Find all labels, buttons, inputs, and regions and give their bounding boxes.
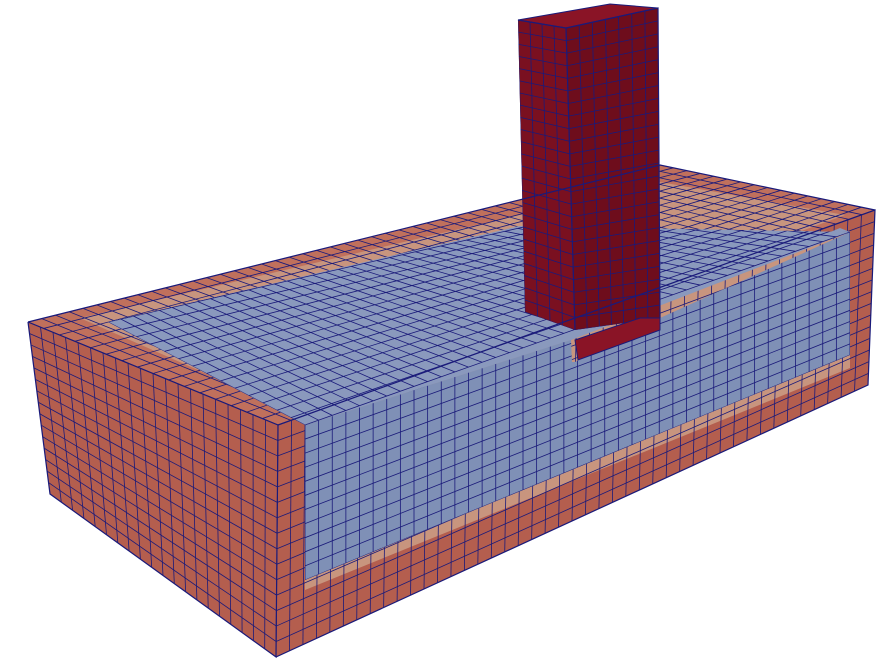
- soil-interior-front: [305, 232, 850, 580]
- pile-left-face: [518, 20, 575, 330]
- pile-base-face: [574, 317, 661, 361]
- box-outline: [27, 7, 876, 659]
- soil-interior-top: [108, 226, 850, 425]
